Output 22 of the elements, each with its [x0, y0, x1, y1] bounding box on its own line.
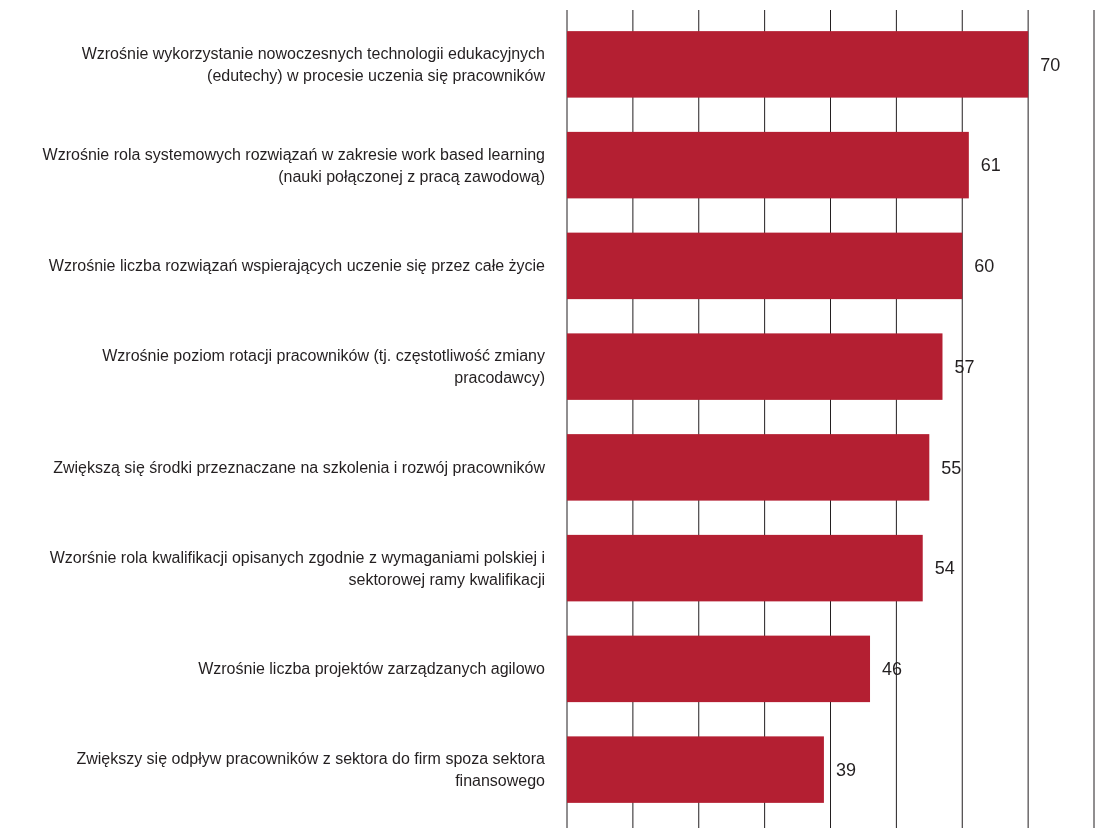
bar: [567, 534, 923, 602]
bar: [567, 635, 871, 703]
bar: [567, 232, 963, 300]
y-tick-label: Wzorśnie rola kwalifikacji opisanych zgodnie z wymaganiami polskiej i sektorowej ramy kwalifikacji: [49, 548, 545, 588]
bar: [567, 31, 1029, 98]
y-tick-label: Wzrośnie liczba projektów zarządzanych agilowo: [198, 660, 546, 678]
y-tick-label: Wzrośnie wykorzystanie nowoczesnych technologii edukacyjnych (edutechy) w procesie uczenia się pracowników: [81, 44, 546, 84]
data-label: 55: [941, 457, 962, 478]
data-label: 60: [974, 256, 995, 277]
data-label: 61: [980, 155, 1001, 176]
data-label: 39: [835, 759, 856, 780]
y-tick-label: Wzrośnie rola systemowych rozwiązań w zakresie work based learning (nauki połączonej z pracą zawodową): [42, 145, 545, 185]
y-tick-label: Zwiększy się odpływ pracowników z sektora do firm spoza sektora finansowego: [76, 750, 546, 790]
bar: [567, 434, 930, 501]
data-label: 70: [1040, 54, 1061, 75]
data-label: 54: [934, 558, 955, 579]
y-tick-label: Zwiększą się środki przeznaczane na szkolenia i rozwój pracowników: [53, 458, 546, 476]
y-tick-label: Wzrośnie poziom rotacji pracowników (tj. częstotliwość zmiany pracodawcy): [102, 347, 545, 387]
bar: [567, 131, 969, 199]
y-tick-label: Wzrośnie liczba rozwiązań wspierających uczenie się przez całe życie: [48, 257, 546, 275]
bar: [567, 333, 943, 400]
bar: [567, 736, 824, 803]
